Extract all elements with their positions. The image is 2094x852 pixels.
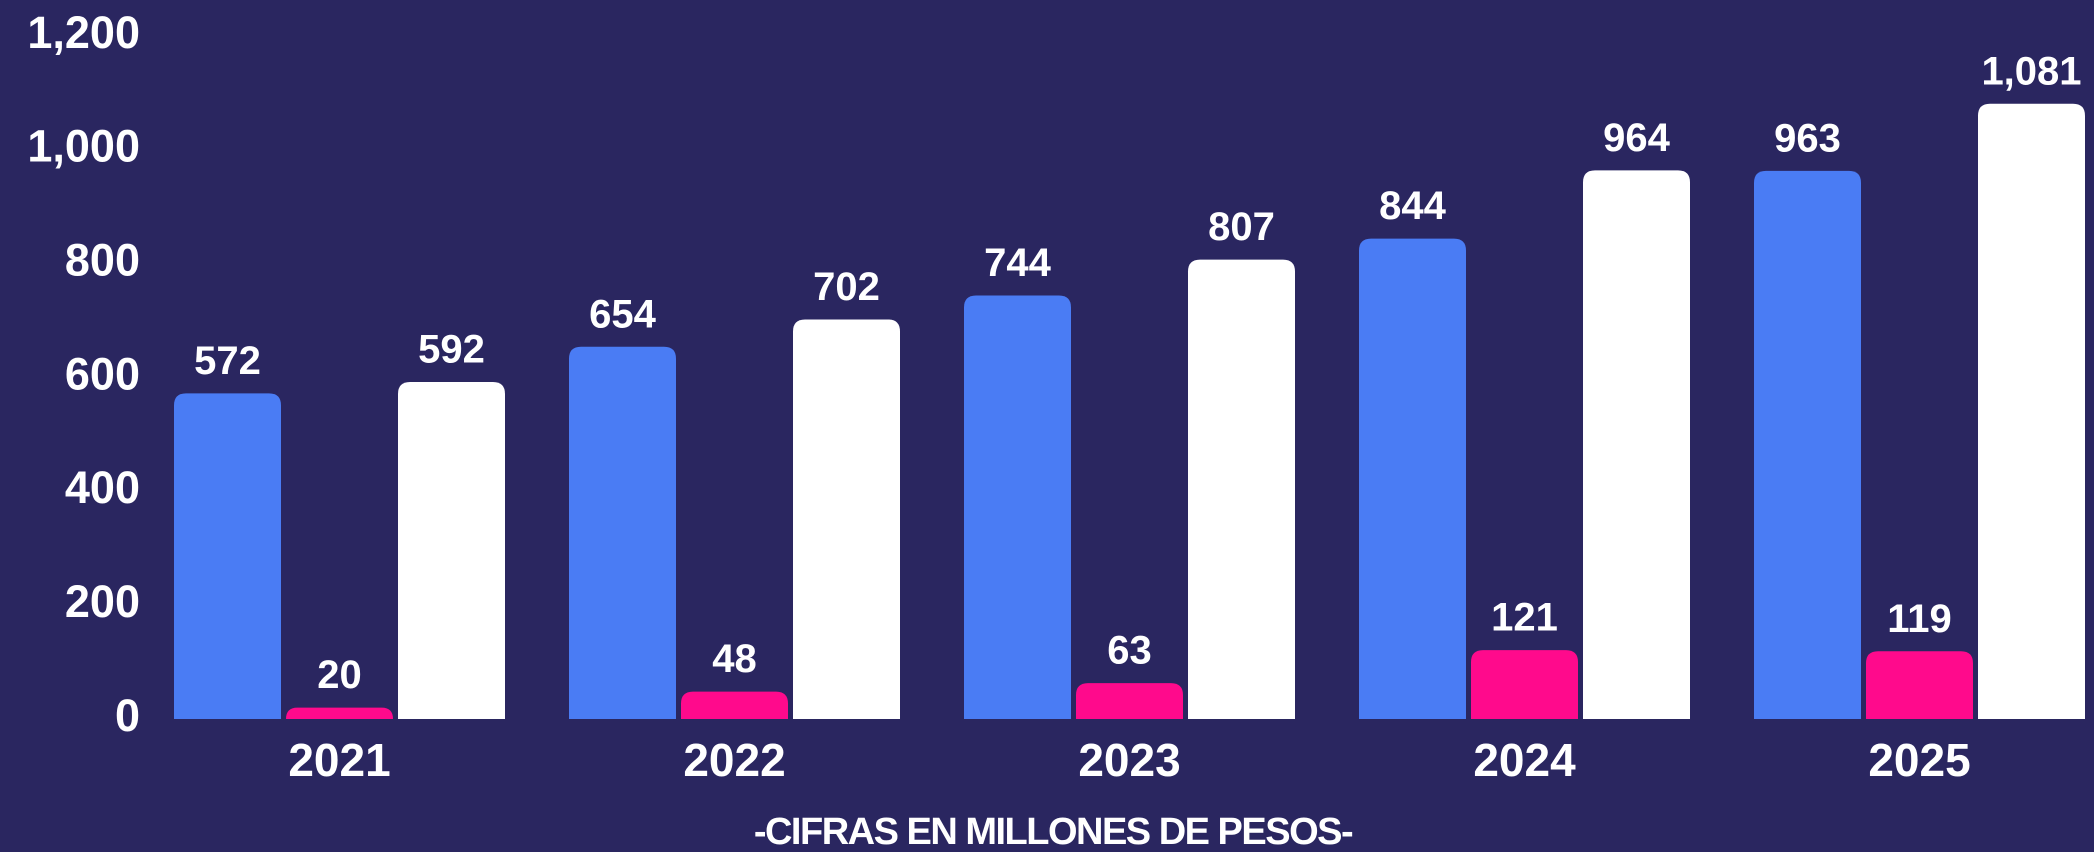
x-tick-label: 2024 bbox=[1473, 734, 1576, 786]
value-label: 844 bbox=[1379, 184, 1446, 228]
y-tick-label: 1,000 bbox=[27, 121, 140, 172]
bar bbox=[1978, 103, 2085, 719]
value-label: 63 bbox=[1107, 629, 1152, 673]
value-label: 963 bbox=[1774, 116, 1841, 160]
bar bbox=[1471, 650, 1578, 719]
value-label: 121 bbox=[1491, 596, 1558, 640]
y-tick-label: 800 bbox=[65, 235, 140, 286]
value-label: 20 bbox=[317, 653, 362, 697]
value-label: 654 bbox=[589, 292, 656, 336]
y-tick-label: 200 bbox=[65, 576, 140, 627]
value-label: 119 bbox=[1887, 597, 1952, 641]
value-label: 964 bbox=[1603, 116, 1670, 160]
value-label: 702 bbox=[813, 265, 880, 309]
bar bbox=[1188, 259, 1295, 719]
bar bbox=[1076, 683, 1183, 719]
value-label: 1,081 bbox=[1981, 49, 2081, 93]
bar bbox=[1754, 170, 1861, 719]
x-tick-label: 2022 bbox=[683, 734, 785, 786]
bar bbox=[569, 346, 676, 719]
x-tick-label: 2021 bbox=[288, 734, 390, 786]
value-label: 48 bbox=[712, 637, 757, 681]
bar bbox=[681, 691, 788, 719]
bar bbox=[1866, 651, 1973, 719]
bar bbox=[1583, 170, 1690, 719]
value-label: 592 bbox=[418, 328, 485, 372]
bar bbox=[174, 393, 281, 719]
y-tick-label: 0 bbox=[115, 690, 140, 741]
bar bbox=[1359, 238, 1466, 719]
bar bbox=[398, 382, 505, 719]
bar bbox=[964, 295, 1071, 719]
y-tick-label: 1,200 bbox=[27, 7, 140, 58]
chart-subtitle: -CIFRAS EN MILLONES DE PESOS- bbox=[754, 811, 1353, 852]
x-tick-label: 2025 bbox=[1868, 734, 1970, 786]
value-label: 572 bbox=[194, 339, 261, 383]
y-tick-label: 400 bbox=[65, 462, 140, 513]
value-label: 744 bbox=[984, 241, 1051, 285]
bar bbox=[286, 707, 393, 719]
y-tick-label: 600 bbox=[65, 348, 140, 399]
bar bbox=[793, 319, 900, 719]
value-label: 807 bbox=[1208, 205, 1275, 249]
x-tick-label: 2023 bbox=[1078, 734, 1180, 786]
